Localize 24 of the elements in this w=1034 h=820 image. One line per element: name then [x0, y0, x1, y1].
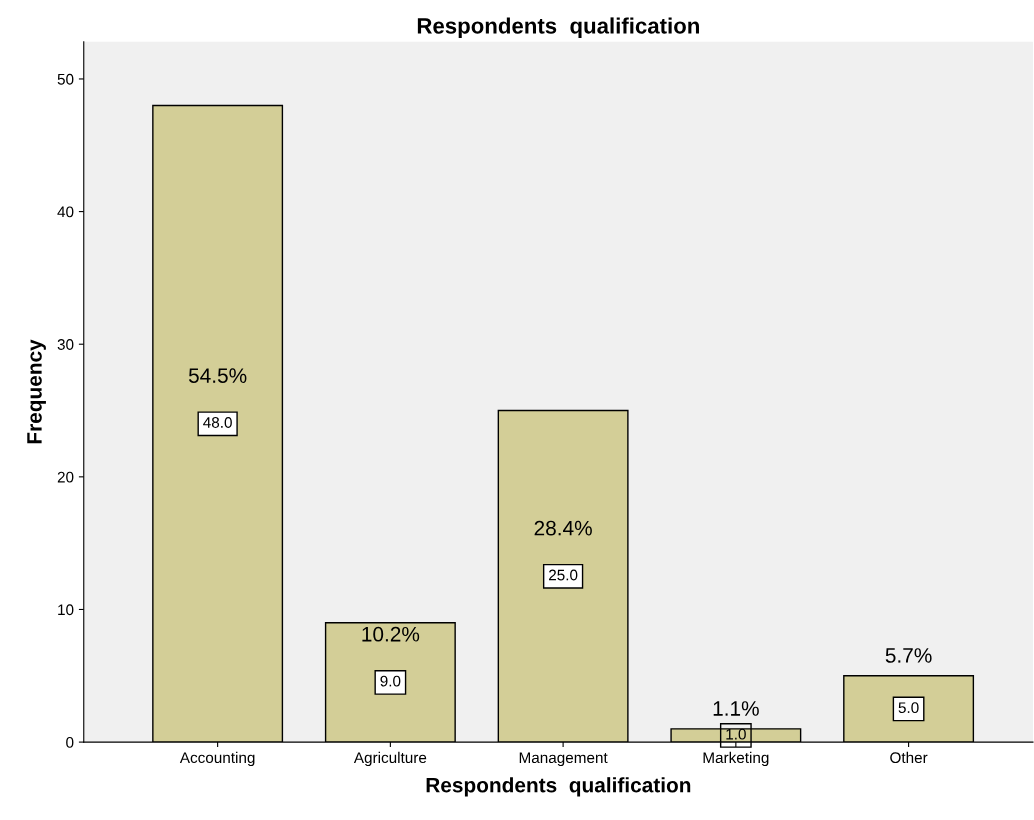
x-tick-label: Accounting: [179, 751, 255, 767]
y-tick-label: 10: [58, 604, 74, 616]
x-tick-label: Marketing: [703, 751, 769, 767]
x-tick-label: Management: [519, 752, 608, 767]
y-tick-label: 40: [57, 206, 74, 218]
data-label: 48.0: [203, 417, 232, 428]
y-tick-label: 50: [57, 73, 74, 85]
y-axis-title: Frequency: [27, 339, 46, 444]
chart-title: Respondents qualification: [417, 17, 699, 39]
annotation: 54.5%: [188, 368, 247, 383]
y-tick-label: 0: [66, 736, 74, 748]
annotation: 5.7%: [885, 648, 932, 663]
annotation: 28.4%: [534, 520, 592, 536]
annotation: 10.2%: [362, 626, 420, 642]
x-axis-title: Respondents qualification: [426, 777, 691, 797]
x-tick-label: Agriculture: [353, 751, 427, 767]
data-label: 25.0: [549, 569, 578, 581]
y-tick-label: 20: [57, 471, 74, 483]
data-label: 1.0: [726, 728, 746, 740]
data-label: 5.0: [898, 702, 919, 714]
y-tick-label: 30: [57, 339, 74, 350]
data-label: 9.0: [380, 675, 401, 687]
x-tick-label: Other: [890, 751, 928, 764]
annotation: 1.1%: [713, 701, 759, 716]
